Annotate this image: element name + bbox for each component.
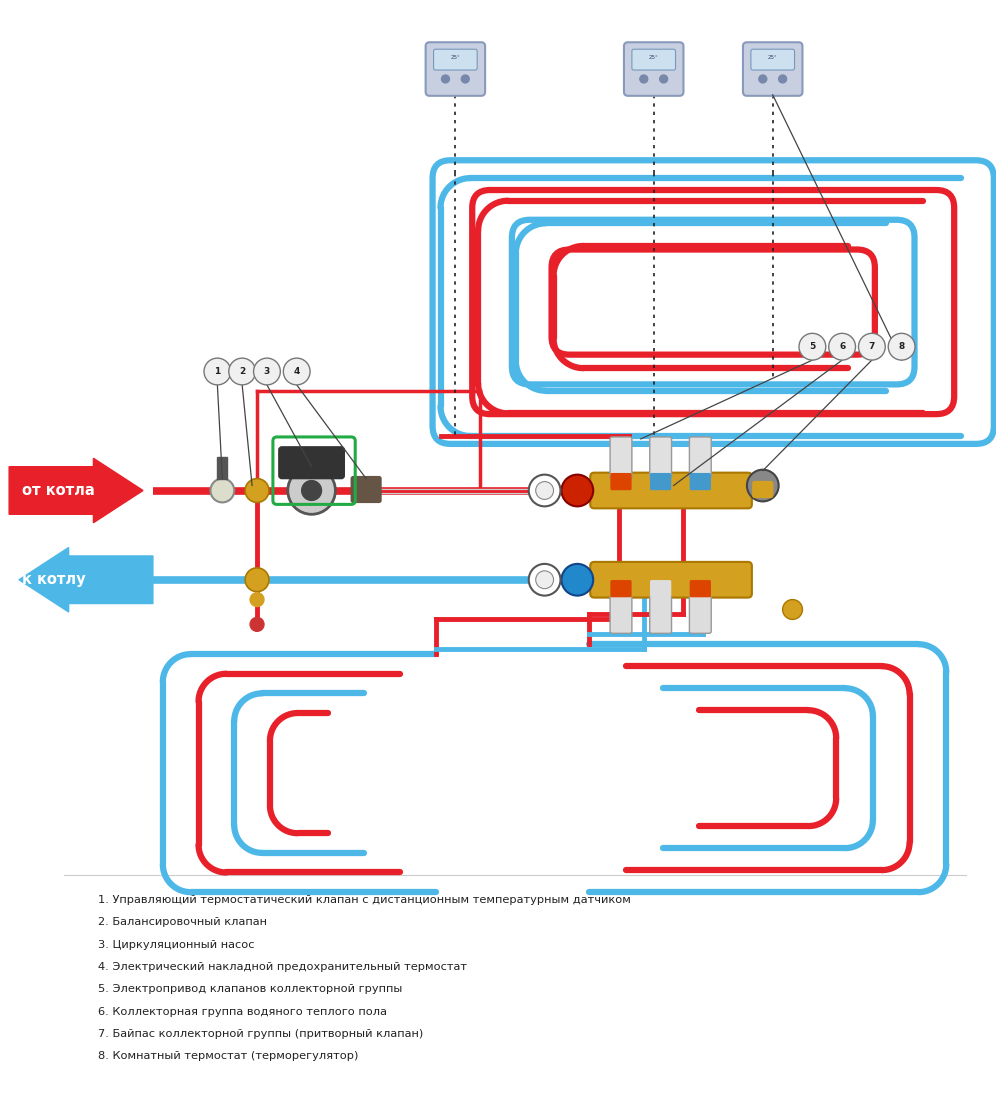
Circle shape <box>759 75 767 82</box>
FancyBboxPatch shape <box>689 437 711 478</box>
Text: 6. Коллекторная группа водяного теплого пола: 6. Коллекторная группа водяного теплого … <box>98 1006 387 1016</box>
FancyBboxPatch shape <box>753 482 773 497</box>
Text: 6: 6 <box>839 342 845 351</box>
Text: 5: 5 <box>809 342 816 351</box>
FancyBboxPatch shape <box>590 473 752 508</box>
Circle shape <box>302 481 322 500</box>
Text: 2: 2 <box>239 367 245 376</box>
Text: 25°: 25° <box>768 55 778 59</box>
Text: 25°: 25° <box>649 55 659 59</box>
Text: 3. Циркуляционный насос: 3. Циркуляционный насос <box>98 939 255 949</box>
FancyBboxPatch shape <box>351 476 381 503</box>
Text: от котла: от котла <box>22 483 95 498</box>
FancyBboxPatch shape <box>611 581 631 596</box>
FancyBboxPatch shape <box>689 595 711 634</box>
FancyBboxPatch shape <box>434 50 477 70</box>
FancyBboxPatch shape <box>624 42 683 96</box>
Circle shape <box>204 359 231 385</box>
FancyBboxPatch shape <box>279 447 344 478</box>
Circle shape <box>254 359 280 385</box>
Circle shape <box>210 478 234 503</box>
FancyBboxPatch shape <box>632 50 676 70</box>
Text: к котлу: к котлу <box>22 572 86 587</box>
Text: 8. Комнатный термостат (терморегулятор): 8. Комнатный термостат (терморегулятор) <box>98 1052 359 1062</box>
Circle shape <box>536 571 554 588</box>
FancyBboxPatch shape <box>650 437 672 478</box>
Circle shape <box>858 333 885 360</box>
Circle shape <box>283 359 310 385</box>
Text: 1. Управляющий термостатический клапан с дистанционным температурным датчиком: 1. Управляющий термостатический клапан с… <box>98 895 631 905</box>
Text: 7: 7 <box>869 342 875 351</box>
Text: 8: 8 <box>899 342 905 351</box>
FancyBboxPatch shape <box>651 474 671 490</box>
Circle shape <box>829 333 856 360</box>
Circle shape <box>250 617 264 631</box>
Text: 25°: 25° <box>451 55 460 59</box>
Bar <box>217 456 227 478</box>
FancyArrow shape <box>9 459 143 522</box>
FancyArrow shape <box>19 548 153 612</box>
Text: 1: 1 <box>214 367 221 376</box>
Circle shape <box>783 600 802 619</box>
Circle shape <box>799 333 826 360</box>
Circle shape <box>747 470 779 502</box>
FancyBboxPatch shape <box>651 581 671 596</box>
FancyBboxPatch shape <box>690 581 710 596</box>
Text: 4. Электрический накладной предохранительный термостат: 4. Электрический накладной предохранител… <box>98 962 467 972</box>
Circle shape <box>561 474 593 506</box>
FancyBboxPatch shape <box>590 562 752 597</box>
Circle shape <box>888 333 915 360</box>
Circle shape <box>461 75 469 82</box>
FancyBboxPatch shape <box>610 437 632 478</box>
Circle shape <box>779 75 787 82</box>
Circle shape <box>529 564 560 595</box>
FancyBboxPatch shape <box>611 474 631 490</box>
Circle shape <box>288 466 335 515</box>
Circle shape <box>250 593 264 606</box>
Text: 3: 3 <box>264 367 270 376</box>
FancyBboxPatch shape <box>426 42 485 96</box>
Text: 5. Электропривод клапанов коллекторной группы: 5. Электропривод клапанов коллекторной г… <box>98 984 403 994</box>
FancyBboxPatch shape <box>690 474 710 490</box>
Text: 2. Балансировочный клапан: 2. Балансировочный клапан <box>98 917 267 927</box>
FancyBboxPatch shape <box>610 595 632 634</box>
Text: 7. Байпас коллекторной группы (притворный клапан): 7. Байпас коллекторной группы (притворны… <box>98 1028 424 1040</box>
Text: 4: 4 <box>294 367 300 376</box>
Circle shape <box>245 568 269 592</box>
Circle shape <box>245 478 269 503</box>
Circle shape <box>536 482 554 499</box>
Circle shape <box>229 359 256 385</box>
Circle shape <box>660 75 668 82</box>
Circle shape <box>561 564 593 595</box>
FancyBboxPatch shape <box>650 595 672 634</box>
Circle shape <box>441 75 449 82</box>
FancyBboxPatch shape <box>751 50 795 70</box>
Circle shape <box>640 75 648 82</box>
Circle shape <box>529 474 560 506</box>
FancyBboxPatch shape <box>743 42 802 96</box>
